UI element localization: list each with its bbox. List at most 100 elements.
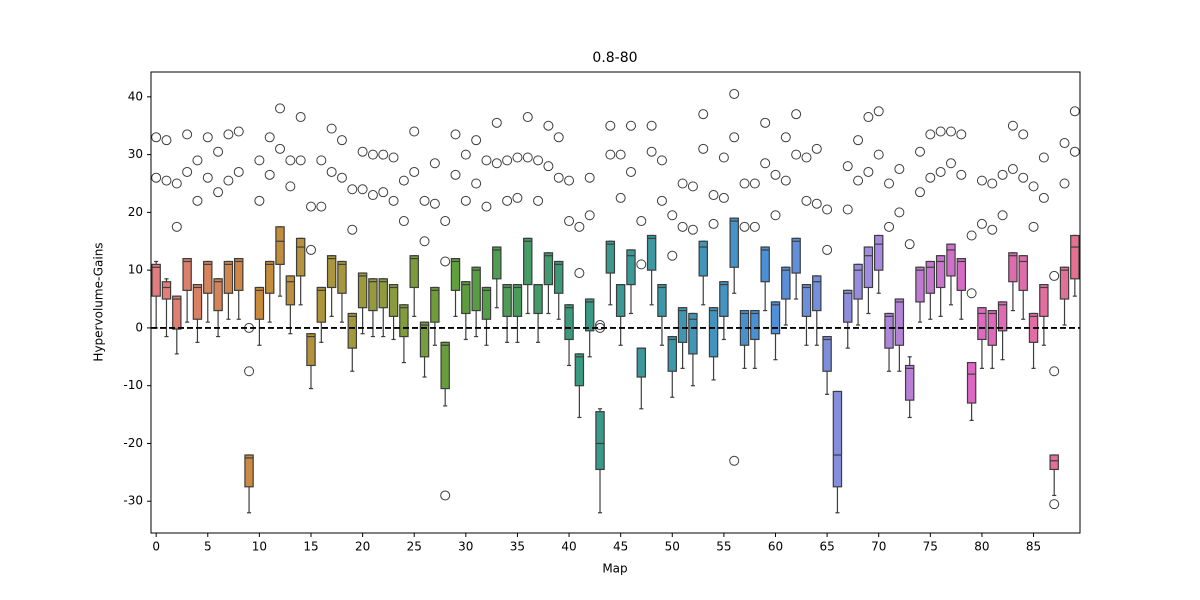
outlier xyxy=(398,175,409,186)
outlier xyxy=(1049,366,1060,377)
box xyxy=(161,281,172,300)
outlier xyxy=(739,221,750,232)
outlier xyxy=(718,152,729,163)
outlier xyxy=(502,155,513,166)
box xyxy=(533,283,543,315)
box xyxy=(946,243,956,277)
box xyxy=(801,283,812,317)
outlier xyxy=(811,143,822,154)
outlier xyxy=(336,135,347,146)
outlier xyxy=(450,169,461,180)
box xyxy=(378,278,388,309)
outlier xyxy=(285,181,296,192)
outlier xyxy=(378,149,389,160)
outlier xyxy=(171,178,182,189)
box xyxy=(357,272,368,309)
outlier xyxy=(884,178,895,189)
box xyxy=(812,275,822,312)
outlier xyxy=(1049,499,1060,510)
outlier xyxy=(275,103,286,114)
outlier xyxy=(491,158,502,169)
y-tick-label: 30 xyxy=(128,147,143,161)
outlier xyxy=(481,201,492,212)
box xyxy=(750,309,760,341)
outlier xyxy=(326,166,337,177)
outlier xyxy=(316,201,327,212)
outlier xyxy=(708,190,719,201)
x-tick-label: 65 xyxy=(819,540,834,554)
outlier xyxy=(976,175,987,186)
box xyxy=(347,312,358,349)
outlier xyxy=(440,216,451,227)
outlier xyxy=(915,146,926,157)
box xyxy=(461,281,471,315)
box xyxy=(337,260,347,294)
x-tick-label: 0 xyxy=(152,540,160,554)
outlier xyxy=(244,366,255,377)
outlier xyxy=(429,198,440,209)
outlier xyxy=(553,132,564,143)
outlier xyxy=(471,178,482,189)
outlier xyxy=(595,320,606,331)
outlier xyxy=(894,207,905,218)
box xyxy=(657,283,667,317)
outlier xyxy=(264,132,275,143)
outlier xyxy=(471,135,482,146)
outlier xyxy=(388,195,399,206)
outlier xyxy=(491,117,502,128)
box xyxy=(719,281,729,317)
outlier xyxy=(605,120,616,131)
box xyxy=(285,275,296,306)
box xyxy=(368,278,378,312)
box xyxy=(781,266,791,300)
outlier xyxy=(1069,146,1080,157)
outlier xyxy=(842,161,853,172)
outlier xyxy=(791,149,802,160)
box xyxy=(770,301,781,335)
box xyxy=(182,257,192,291)
outlier xyxy=(564,175,575,186)
x-tick-label: 40 xyxy=(561,540,576,554)
outlier xyxy=(1028,181,1039,192)
outlier xyxy=(223,129,234,140)
outlier xyxy=(264,169,275,180)
outlier xyxy=(656,195,667,206)
outlier xyxy=(305,201,316,212)
outlier xyxy=(192,155,203,166)
outlier xyxy=(739,178,750,189)
outlier xyxy=(347,224,358,235)
outlier xyxy=(1028,221,1039,232)
outlier xyxy=(223,175,234,186)
outlier xyxy=(1069,106,1080,117)
box xyxy=(430,286,440,323)
box xyxy=(688,312,698,355)
outlier xyxy=(945,126,956,137)
box xyxy=(264,260,275,294)
outlier xyxy=(894,164,905,175)
outlier xyxy=(295,112,306,123)
outlier xyxy=(378,187,389,198)
outlier xyxy=(884,221,895,232)
box xyxy=(471,266,481,312)
outlier xyxy=(636,259,647,270)
outlier xyxy=(574,221,585,232)
box xyxy=(667,335,678,372)
y-tick-label: -20 xyxy=(123,436,143,450)
outlier xyxy=(1038,152,1049,163)
outlier xyxy=(450,129,461,140)
x-tick-label: 30 xyxy=(458,540,473,554)
outlier xyxy=(677,221,688,232)
box xyxy=(419,321,430,358)
x-tick-label: 5 xyxy=(204,540,212,554)
outlier xyxy=(161,135,172,146)
x-tick-label: 25 xyxy=(407,540,422,554)
outlier xyxy=(1007,164,1018,175)
x-tick-label: 70 xyxy=(871,540,886,554)
outlier xyxy=(863,112,874,123)
box xyxy=(884,312,894,349)
outlier xyxy=(987,178,998,189)
outlier xyxy=(646,146,657,157)
x-tick-label: 15 xyxy=(303,540,318,554)
outlier xyxy=(729,455,740,466)
